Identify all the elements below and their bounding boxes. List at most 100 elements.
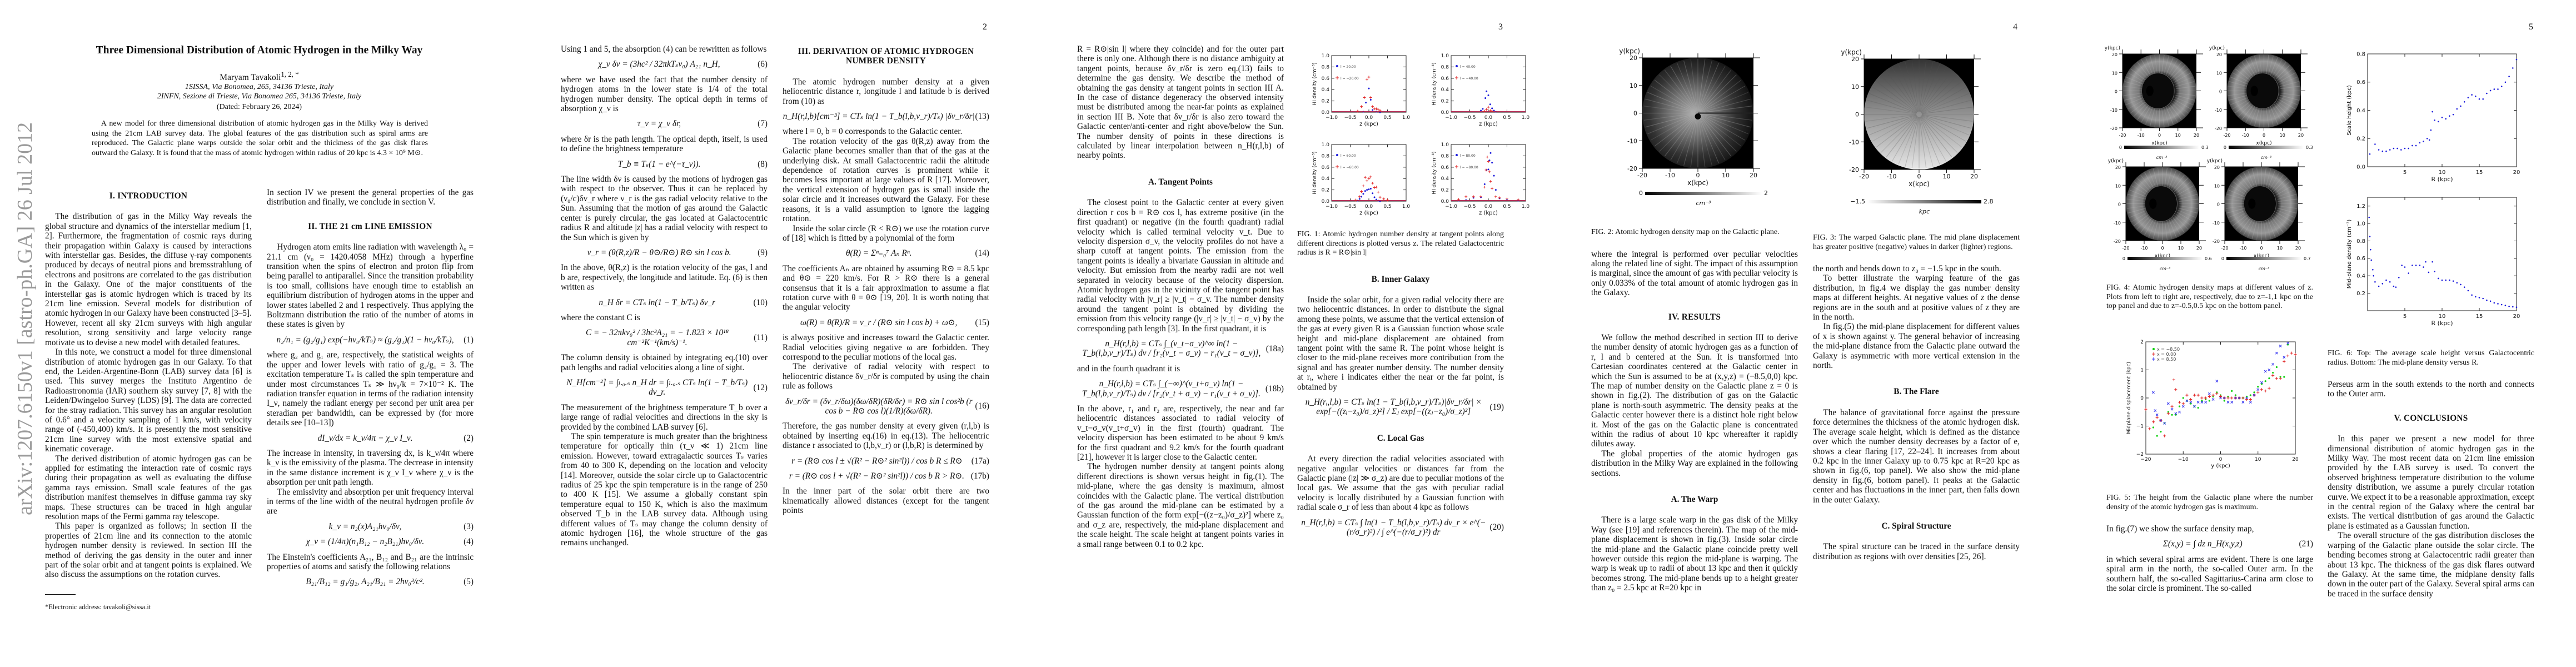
colorbar-max-label: 2.8 [1984,198,1994,205]
paragraph: where l = 0, b = 0 corresponds to the Ga… [783,127,963,137]
data-point [1369,188,1372,190]
map-streak [1867,99,1917,114]
data-point [1358,195,1361,198]
map-streak [2276,210,2295,218]
data-point [2389,149,2391,151]
map-streak [1920,116,1940,165]
paragraph: The coefficients Aₙ are obtained by assu… [783,263,989,312]
subsection-heading: A. Tangent Points [1148,177,1213,187]
equation: C = − 32πkν₀² / 3hc³A₂₁ = − 1.823 × 10¹⁸… [561,328,768,347]
y-tick-label: -10 [2114,221,2121,226]
colorbar-max-label: 0.3 [2306,145,2313,150]
data-point [1369,175,1372,178]
map-streak [2140,216,2153,233]
data-point [1360,105,1363,108]
map-streak [1886,116,1918,158]
y-tick-label: 0.8 [2356,238,2365,245]
data-point [2249,401,2252,404]
data-point [2460,105,2462,107]
data-point [2374,281,2376,283]
x-tick-label: 0 [2219,457,2223,462]
map-streak [2157,167,2161,187]
data-point [2197,407,2199,409]
map-streak [2278,98,2296,109]
paragraph: is always positive and increases toward … [783,333,989,362]
data-point [2396,147,2398,150]
y-tick-label: 0.8 [1441,64,1449,70]
data-point [2452,280,2454,282]
data-point [2419,142,2421,144]
map-streak [2154,54,2158,74]
map-streak [2229,94,2248,101]
data-point [1358,198,1361,200]
x-tick-label: −0.5 [1464,115,1476,121]
y-tick-label: 1.0 [1441,53,1449,59]
data-point [2378,285,2380,287]
data-point [2431,261,2433,263]
y-axis-label: HI density (cm⁻³) [1432,151,1437,194]
map-streak [2141,59,2152,77]
data-point [2370,248,2371,251]
colorbar-unit-label: cm⁻³ [1696,200,1712,207]
x-tick-label: -20 [1859,173,1869,180]
y-axis-label: Midplane displacement (kpc) [2126,362,2132,434]
data-point [1489,180,1492,183]
map-streak [2130,68,2147,81]
data-point [2425,261,2426,263]
map-streak [2145,57,2154,76]
map-streak [2127,207,2147,213]
map-streak [1700,115,1742,147]
y-axis-label: HI density (cm⁻³) [1432,62,1437,105]
x-tick-label: 20 [1750,172,1757,179]
map-streak [2268,56,2274,75]
chart: −1.0 −0.5 0.0 0.5 1.0 0.0 0.2 0.4 0.6 0.8 1.0 z (kp… [1432,142,1529,216]
map-streak [1921,93,1969,114]
map-streak [2129,190,2148,198]
data-point [2238,396,2241,400]
data-point [2260,388,2264,391]
data-point [2175,414,2177,416]
map-streak [2153,220,2159,239]
paragraph: The spiral structure can be traced in th… [1813,542,2020,561]
data-point [2434,271,2435,272]
data-point [2368,216,2370,218]
map-streak [2153,168,2159,188]
data-point [2456,108,2458,110]
map-streak [2235,68,2251,81]
data-point [2404,147,2406,150]
equation-body: n_H(r,l,b) = CTₛ ∫_(−∞)^(v_t+σ_v) ln(1 −… [1082,379,1260,399]
map-streak [2238,64,2253,79]
data-point [1472,195,1475,198]
data-point [2256,388,2260,391]
data-point [2449,115,2450,117]
paragraph: in which several spiral arms are evident… [2106,554,2313,594]
map-streak [2170,172,2181,190]
map-streak [1698,115,1720,163]
data-point [2449,279,2450,281]
data-point [1360,190,1363,193]
data-point [2452,113,2454,116]
data-point [2253,394,2256,397]
map-streak [2124,94,2144,101]
data-point [1482,108,1484,110]
data-point [2264,389,2267,392]
chart: −1.0 −0.5 0.0 0.5 1.0 0.0 0.2 0.4 0.6 0.8 1.0 z (kp… [1312,53,1410,127]
y-tick-label: 20 [2115,165,2121,170]
map-streak [2131,185,2149,196]
map-streak [2137,103,2150,120]
paragraph: In this paper we present a new model for… [2328,434,2534,531]
data-point [1366,179,1369,182]
data-point [2144,407,2148,411]
x-tick-label: -10 [1665,172,1675,179]
map-streak [2228,92,2248,96]
plot-frame [2367,197,2517,311]
x-axis-label: x(kpc) [1909,180,1930,188]
map-streak [2271,175,2284,191]
map-streak [1700,86,1746,112]
map-streak [2176,211,2194,222]
x-axis-label: z (kpc) [1359,210,1378,216]
map-streak [1919,117,1927,168]
colorbar-min-label: 0 [2224,145,2226,150]
paragraph: The distribution of gas in the Milky Way… [45,212,252,347]
